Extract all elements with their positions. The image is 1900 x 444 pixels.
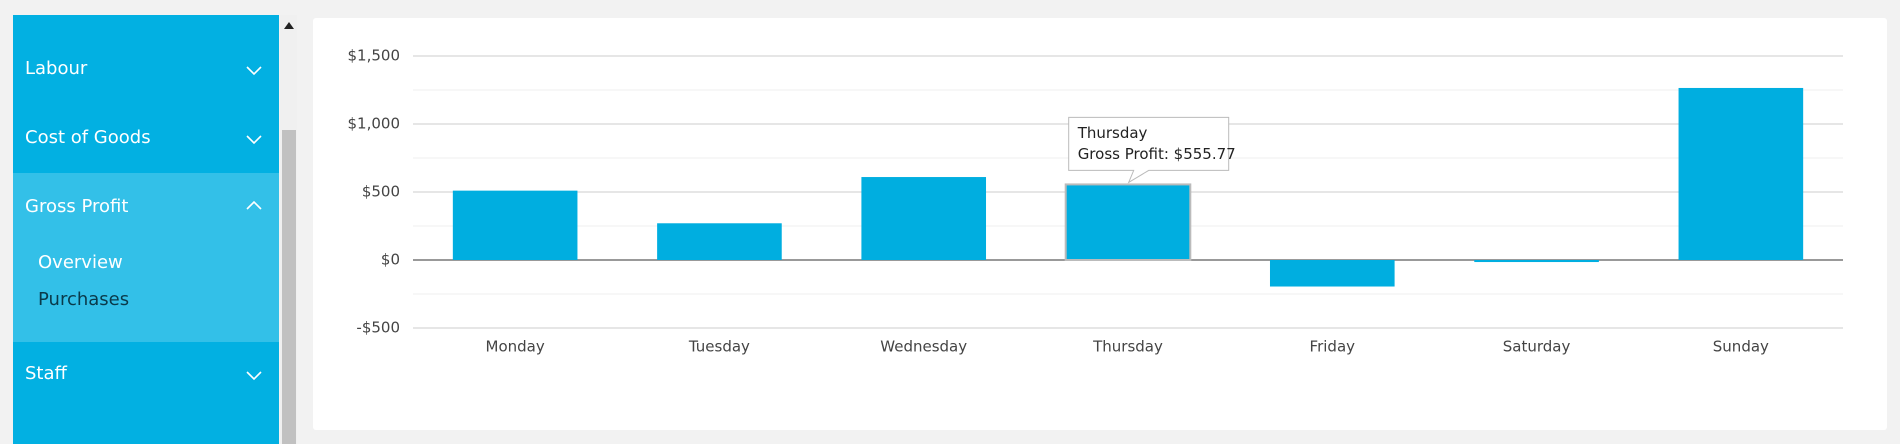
- bar[interactable]: [1474, 260, 1599, 263]
- y-tick-label: -$500: [356, 319, 400, 337]
- scrollbar-thumb[interactable]: [282, 130, 296, 444]
- menu-item[interactable]: Labour: [25, 58, 88, 79]
- chevron[interactable]: [246, 200, 262, 210]
- chevron[interactable]: [246, 66, 262, 76]
- x-tick-label: Wednesday: [880, 338, 967, 356]
- bar[interactable]: [861, 177, 987, 260]
- y-tick-label: $1,000: [348, 115, 401, 133]
- x-tick-label: Friday: [1310, 338, 1356, 356]
- bar[interactable]: [452, 190, 578, 260]
- x-tick-label: Sunday: [1713, 338, 1769, 356]
- menu: Labour Cost of Goods Gross Profit Overview P…: [25, 58, 262, 384]
- x-tick-label: Saturday: [1503, 338, 1571, 356]
- tooltip-title: Thursday: [1077, 124, 1148, 142]
- tooltip-box: [1068, 116, 1230, 184]
- scroll-up-arrow[interactable]: [284, 22, 294, 29]
- menu-item[interactable]: Cost of Goods: [25, 127, 151, 148]
- chevron[interactable]: [246, 371, 262, 381]
- bar[interactable]: [1269, 260, 1395, 287]
- x-tick-label: Monday: [486, 338, 545, 356]
- y-tick-label: $1,500: [348, 47, 401, 65]
- submenu-item[interactable]: Purchases: [38, 289, 129, 310]
- y-tick-label: $0: [381, 251, 400, 269]
- bar[interactable]: [657, 223, 782, 260]
- y-tick-label: $500: [362, 183, 400, 201]
- tooltip-text: Gross Profit: $555.77: [1078, 145, 1236, 163]
- active-section: [13, 173, 279, 342]
- submenu-item[interactable]: Overview: [38, 252, 123, 273]
- chevron[interactable]: [246, 135, 262, 145]
- menu-item[interactable]: Staff: [25, 363, 68, 384]
- x-tick-label: Tuesday: [688, 338, 750, 356]
- chart: -$500 $0 $500 $1,000 $1,500 Monday Tuesday Wedn…: [348, 47, 1843, 356]
- bar[interactable]: [1064, 183, 1192, 261]
- x-tick-label: Thursday: [1092, 338, 1163, 356]
- menu-item[interactable]: Gross Profit: [25, 196, 128, 217]
- bar[interactable]: [1678, 87, 1804, 261]
